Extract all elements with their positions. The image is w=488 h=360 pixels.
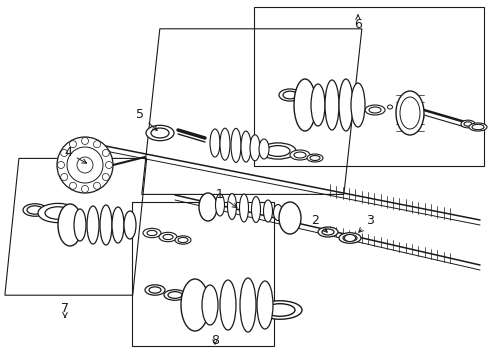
- Ellipse shape: [230, 129, 241, 162]
- Ellipse shape: [468, 123, 486, 131]
- Ellipse shape: [293, 152, 305, 158]
- Ellipse shape: [350, 83, 364, 127]
- Ellipse shape: [283, 91, 296, 99]
- Ellipse shape: [147, 230, 157, 235]
- Ellipse shape: [149, 287, 161, 293]
- Ellipse shape: [58, 204, 82, 246]
- Ellipse shape: [38, 203, 78, 222]
- Circle shape: [57, 137, 113, 193]
- Ellipse shape: [259, 139, 268, 159]
- Ellipse shape: [273, 204, 282, 220]
- Ellipse shape: [338, 79, 352, 131]
- Ellipse shape: [199, 193, 217, 221]
- Ellipse shape: [368, 107, 380, 113]
- Ellipse shape: [325, 80, 338, 130]
- Ellipse shape: [289, 150, 309, 160]
- Circle shape: [69, 182, 76, 189]
- Text: 6: 6: [353, 15, 361, 31]
- Ellipse shape: [175, 236, 191, 244]
- Ellipse shape: [258, 301, 302, 319]
- Circle shape: [58, 162, 64, 168]
- Ellipse shape: [178, 237, 187, 243]
- Ellipse shape: [220, 280, 236, 330]
- Circle shape: [61, 149, 67, 157]
- Ellipse shape: [159, 232, 177, 242]
- Ellipse shape: [239, 194, 248, 222]
- Ellipse shape: [293, 79, 315, 131]
- Text: 3: 3: [358, 215, 373, 232]
- Ellipse shape: [344, 234, 355, 242]
- Text: 2: 2: [310, 213, 326, 232]
- Circle shape: [93, 141, 101, 148]
- Ellipse shape: [249, 135, 260, 161]
- Ellipse shape: [309, 156, 319, 161]
- Ellipse shape: [142, 228, 161, 238]
- Ellipse shape: [263, 200, 272, 222]
- Ellipse shape: [306, 154, 323, 162]
- Ellipse shape: [257, 281, 272, 329]
- Ellipse shape: [342, 235, 356, 241]
- Ellipse shape: [460, 120, 474, 128]
- Text: 5: 5: [136, 108, 157, 130]
- Text: 4: 4: [64, 147, 86, 163]
- Circle shape: [61, 174, 67, 180]
- Ellipse shape: [321, 229, 333, 235]
- Ellipse shape: [264, 304, 294, 316]
- Ellipse shape: [151, 128, 169, 138]
- Ellipse shape: [87, 206, 99, 244]
- Ellipse shape: [181, 279, 208, 331]
- Ellipse shape: [220, 128, 229, 160]
- Ellipse shape: [100, 205, 112, 245]
- Ellipse shape: [145, 285, 164, 295]
- Ellipse shape: [27, 206, 43, 214]
- Circle shape: [93, 182, 101, 189]
- Ellipse shape: [260, 143, 295, 159]
- Ellipse shape: [45, 207, 71, 219]
- Ellipse shape: [227, 194, 236, 220]
- Text: 7: 7: [61, 302, 69, 318]
- Ellipse shape: [364, 105, 384, 115]
- Text: 1: 1: [216, 189, 236, 208]
- Ellipse shape: [279, 89, 301, 101]
- Ellipse shape: [386, 105, 392, 109]
- Circle shape: [69, 141, 76, 148]
- Circle shape: [102, 174, 109, 180]
- Ellipse shape: [251, 197, 260, 222]
- Ellipse shape: [310, 84, 325, 126]
- Ellipse shape: [202, 285, 218, 325]
- Ellipse shape: [23, 204, 47, 216]
- Circle shape: [105, 162, 112, 168]
- Ellipse shape: [124, 211, 136, 239]
- Ellipse shape: [209, 129, 220, 157]
- Circle shape: [81, 185, 88, 193]
- Ellipse shape: [168, 292, 182, 298]
- Ellipse shape: [74, 209, 86, 241]
- Circle shape: [67, 147, 103, 183]
- Ellipse shape: [317, 227, 337, 237]
- Text: 8: 8: [210, 333, 219, 346]
- Ellipse shape: [146, 125, 174, 141]
- Circle shape: [102, 149, 109, 157]
- Ellipse shape: [279, 202, 301, 234]
- Ellipse shape: [463, 122, 471, 126]
- Ellipse shape: [163, 234, 173, 240]
- Ellipse shape: [265, 145, 289, 156]
- Ellipse shape: [471, 124, 483, 130]
- Ellipse shape: [215, 194, 224, 216]
- Ellipse shape: [395, 91, 423, 135]
- Ellipse shape: [240, 278, 256, 332]
- Ellipse shape: [338, 233, 360, 243]
- Circle shape: [81, 138, 88, 144]
- Circle shape: [77, 157, 93, 173]
- Ellipse shape: [163, 290, 185, 300]
- Ellipse shape: [241, 131, 250, 162]
- Ellipse shape: [112, 207, 124, 243]
- Ellipse shape: [399, 97, 419, 129]
